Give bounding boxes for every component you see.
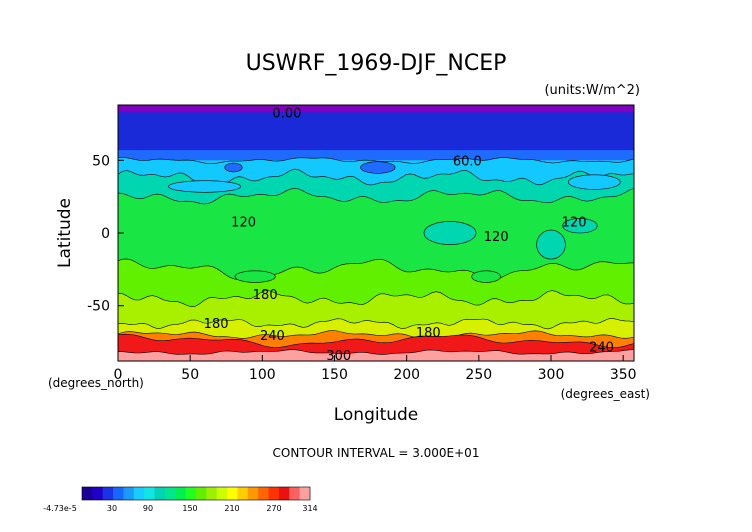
colorbar-label: 270 <box>266 504 281 513</box>
colorbar-swatch <box>123 487 135 500</box>
contour-label: 180 <box>416 326 441 341</box>
colorbar-swatch <box>154 487 166 500</box>
x-tick-label: 150 <box>321 367 348 383</box>
colorbar-swatch <box>206 487 218 500</box>
contour-label: 60.0 <box>453 154 482 169</box>
contour-blob <box>536 229 566 260</box>
colorbar-swatch <box>289 487 301 500</box>
colorbar-swatch <box>278 487 290 500</box>
colorbar-label: 314 <box>302 504 317 513</box>
x-axis-label: Longitude <box>334 405 419 425</box>
colorbar-swatch <box>144 487 156 500</box>
lat-band <box>118 150 634 161</box>
colorbar: -4.73e-5 30 90 150 210 270 314 <box>43 486 318 513</box>
plot-area: 0.00 60.0 120 120 120 180 180 180 240 300 240 0 50 10… <box>87 104 637 383</box>
colorbar-label: 90 <box>143 504 153 513</box>
y-tick-label: -50 <box>87 299 110 315</box>
contour-label: 120 <box>231 215 256 230</box>
colorbar-swatch <box>299 487 311 500</box>
colorbar-swatch <box>227 487 238 500</box>
y-tick-label: 50 <box>92 153 110 169</box>
contour-blob <box>224 162 243 173</box>
colorbar-swatch <box>164 487 176 500</box>
colorbar-swatch <box>247 487 259 500</box>
contour-blob <box>562 218 598 234</box>
contour-blob <box>423 221 477 245</box>
colorbar-swatch <box>92 487 104 500</box>
colorbar-label: 30 <box>107 504 117 513</box>
contour-label: 300 <box>326 349 351 364</box>
colorbar-swatch <box>175 487 187 500</box>
contour-blob <box>471 270 501 283</box>
x-tick-label: 0 <box>114 367 123 383</box>
contour-fill <box>117 349 635 362</box>
x-tick-label: 300 <box>538 367 565 383</box>
x-tick-label: 200 <box>393 367 420 383</box>
contour-label: 180 <box>204 317 229 332</box>
colorbar-label: 150 <box>182 504 197 513</box>
colorbar-swatch <box>185 487 197 500</box>
colorbar-swatch <box>216 487 228 500</box>
y-axis-label: Latitude <box>55 198 75 268</box>
contour-blob <box>168 180 241 193</box>
contour-label: 180 <box>253 288 278 303</box>
colorbar-swatch <box>82 487 93 500</box>
colorbar-swatch <box>113 487 124 500</box>
y-unit-label: (degrees_north) <box>48 376 144 390</box>
contour-label: 120 <box>484 230 509 245</box>
contour-label: 120 <box>562 215 587 230</box>
lat-band <box>118 105 634 113</box>
colorbar-frame <box>81 486 311 501</box>
colorbar-swatch <box>196 487 207 500</box>
x-tick-label: 50 <box>181 367 199 383</box>
lat-band <box>118 112 634 151</box>
x-tick-label: 350 <box>610 367 637 383</box>
colorbar-label: 210 <box>224 504 239 513</box>
colorbar-swatch <box>237 487 249 500</box>
x-tick-label: 100 <box>249 367 276 383</box>
x-unit-label: (degrees_east) <box>561 387 650 401</box>
units-label: (units:W/m^2) <box>544 83 640 98</box>
colorbar-swatch <box>102 487 114 500</box>
contour-label: 0.00 <box>272 106 301 121</box>
contour-label: 240 <box>260 329 285 344</box>
x-tick-label: 250 <box>465 367 492 383</box>
chart-title: USWRF_1969-DJF_NCEP <box>246 51 507 76</box>
colorbar-swatch <box>258 487 270 500</box>
contour-blob <box>567 174 621 190</box>
contour-label: 240 <box>589 341 614 356</box>
contour-blob <box>234 270 276 283</box>
colorbar-swatch <box>268 487 280 500</box>
y-tick-label: 0 <box>101 226 110 242</box>
contour-interval-label: CONTOUR INTERVAL = 3.000E+01 <box>273 446 480 460</box>
colorbar-swatch <box>133 487 145 500</box>
contour-blob <box>360 161 396 174</box>
colorbar-label: -4.73e-5 <box>43 504 77 513</box>
